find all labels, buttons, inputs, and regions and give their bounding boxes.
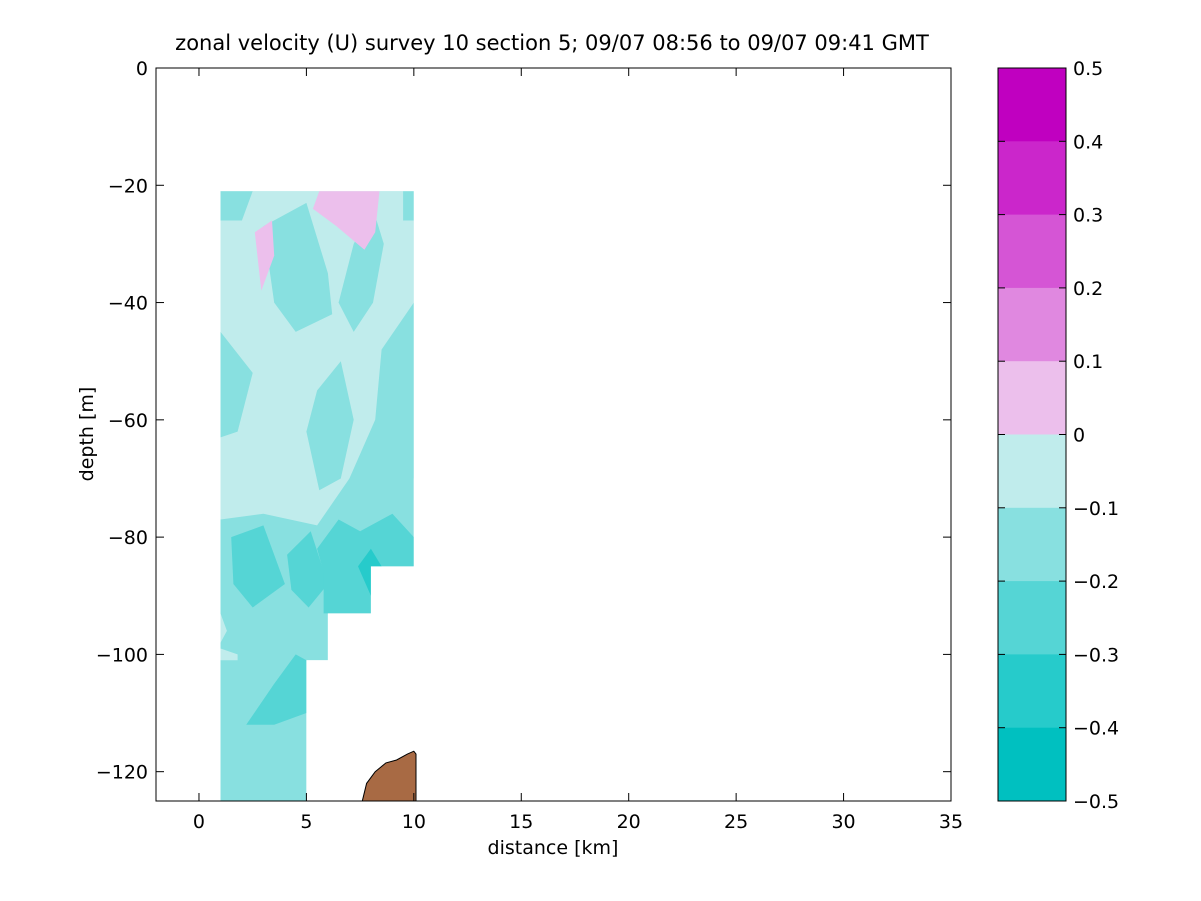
colorbar: 0.5 0.4 0.3 0.2 0.1 0 −0.1 −0.2 −0.3 −0.4 −0.5	[997, 58, 1119, 813]
contour-region-10	[231, 525, 285, 608]
colorbar-tick-label: 0.3	[1073, 205, 1103, 227]
chart-title: zonal velocity (U) survey 10 section 5; …	[175, 31, 929, 55]
colorbar-swatch	[998, 141, 1066, 216]
contour-region-7	[390, 302, 414, 479]
contour-region-14	[358, 548, 382, 596]
y-tick-label: −80	[108, 527, 148, 549]
y-axis: 0 −20 −40 −60 −80 −100 −120	[96, 58, 951, 784]
y-tick-label: −100	[96, 644, 148, 666]
colorbar-tick-label: −0.3	[1073, 644, 1119, 666]
colorbar-swatch	[998, 581, 1066, 655]
contour-region-16	[220, 613, 227, 643]
colorbar-tick-label: −0.4	[1073, 718, 1119, 740]
seafloor-layer	[361, 750, 417, 801]
x-tick-label: 0	[193, 811, 205, 833]
colorbar-tick-label: 0.4	[1073, 131, 1103, 153]
velocity-field	[220, 191, 414, 801]
colorbar-tick-label: 0.1	[1073, 351, 1103, 373]
x-tick-label: 5	[300, 811, 312, 833]
x-tick-label: 20	[617, 811, 641, 833]
contour-region-6	[306, 361, 354, 491]
colorbar-tick-label: 0.5	[1073, 58, 1103, 80]
x-axis: 0 5 10 15 20 25 30 35	[193, 68, 963, 833]
contour-region-1	[220, 191, 253, 221]
colorbar-tick-label: 0.2	[1073, 278, 1103, 300]
y-tick-label: −40	[108, 293, 148, 315]
seafloor-shape	[361, 750, 417, 801]
colorbar-swatch	[998, 654, 1066, 729]
colorbar-swatch	[998, 434, 1066, 509]
x-tick-label: 10	[402, 811, 426, 833]
contour-region-8	[312, 191, 380, 250]
contour-region-5	[338, 208, 384, 332]
colorbar-swatch	[998, 727, 1066, 802]
y-axis-label: depth [m]	[76, 387, 98, 482]
colorbar-tick-label: −0.1	[1073, 498, 1119, 520]
x-tick-label: 15	[509, 811, 533, 833]
contour-region-9	[254, 220, 275, 291]
y-tick-label: −120	[96, 762, 148, 784]
contour-region-2	[403, 191, 414, 221]
colorbar-swatch	[998, 507, 1066, 582]
x-tick-label: 25	[724, 811, 748, 833]
plot-area	[155, 67, 952, 802]
data-mask	[156, 68, 951, 801]
contour-region-4	[220, 331, 253, 438]
colorbar-swatch	[998, 68, 1066, 142]
y-tick-label: 0	[136, 58, 148, 80]
x-tick-label: 35	[939, 811, 963, 833]
colorbar-tick-label: −0.2	[1073, 571, 1119, 593]
y-tick-label: −20	[108, 175, 148, 197]
contour-region-15	[220, 648, 238, 661]
x-axis-label: distance [km]	[488, 837, 619, 859]
contour-region-13	[246, 654, 307, 725]
colorbar-swatch	[998, 214, 1066, 289]
colorbar-swatch	[998, 361, 1066, 435]
y-tick-label: −60	[108, 410, 148, 432]
contour-region-3	[263, 202, 333, 332]
outside-data-mask	[156, 68, 951, 801]
contour-region-11	[287, 531, 328, 608]
plot-frame	[155, 67, 952, 802]
colorbar-tick-label: 0	[1073, 425, 1085, 447]
colorbar-swatch	[998, 287, 1066, 362]
colorbar-tick-label: −0.5	[1073, 791, 1119, 813]
x-tick-label: 30	[831, 811, 855, 833]
